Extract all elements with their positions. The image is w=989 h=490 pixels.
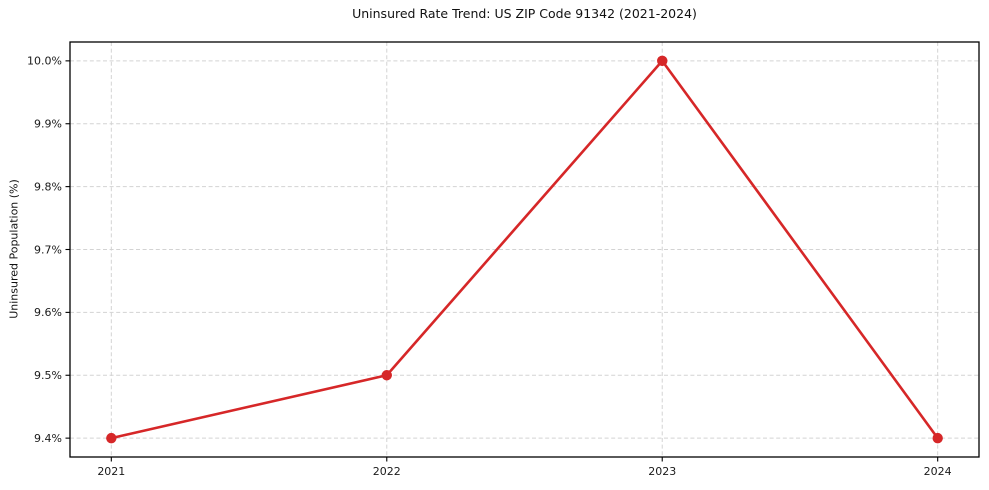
y-tick-label: 10.0% — [27, 55, 62, 68]
y-tick-label: 9.5% — [34, 369, 62, 382]
data-point-marker — [657, 55, 668, 67]
x-tick-label: 2024 — [924, 465, 952, 478]
y-tick-label: 9.7% — [34, 243, 62, 256]
data-point-marker — [381, 370, 392, 381]
data-point-marker — [106, 432, 117, 444]
trend-line — [110, 59, 939, 440]
y-tick-label: 9.9% — [34, 118, 62, 131]
x-tick-label: 2023 — [648, 465, 676, 478]
y-tick-label: 9.6% — [34, 306, 62, 319]
x-tick-label: 2021 — [97, 465, 125, 478]
data-point-marker — [932, 432, 943, 444]
x-tick-label: 2022 — [373, 465, 401, 478]
y-tick-label: 9.4% — [34, 432, 62, 445]
y-tick-label: 9.8% — [34, 180, 62, 193]
chart-title: Uninsured Rate Trend: US ZIP Code 91342 … — [352, 6, 697, 21]
